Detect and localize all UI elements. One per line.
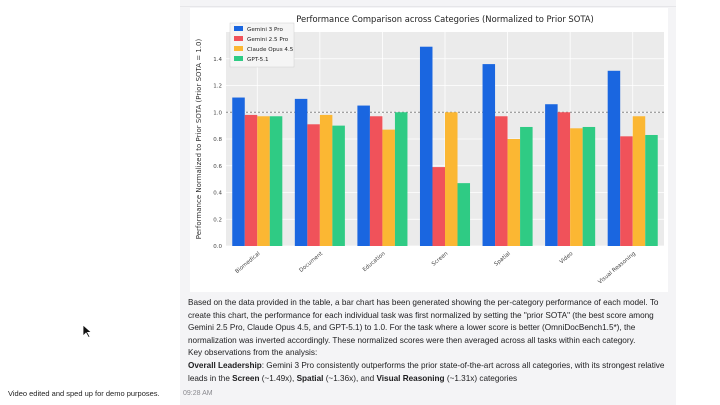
legend-label: GPT-5.1 bbox=[247, 57, 269, 63]
bar bbox=[357, 105, 370, 246]
x-tick-label: Document bbox=[298, 250, 324, 273]
leadership-title: Overall Leadership bbox=[188, 360, 262, 370]
bar bbox=[244, 114, 258, 246]
bar bbox=[632, 116, 646, 246]
y-tick-label: 1.2 bbox=[213, 84, 222, 90]
y-tick-label: 1.0 bbox=[213, 110, 222, 116]
bar bbox=[232, 97, 245, 246]
chart-card: 0.0 0.2 0.4 0.6 0.8 1.0 1.2 1.4 Biomedical Docume… bbox=[190, 8, 668, 292]
x-tick-label: Education bbox=[362, 251, 387, 274]
bar bbox=[620, 136, 633, 246]
bar bbox=[332, 125, 345, 246]
x-tick-label: Video bbox=[559, 251, 575, 266]
leadership-text: : Gemini 3 Pro consistently outperforms … bbox=[188, 360, 665, 383]
y-tick-label: 0.6 bbox=[213, 164, 222, 170]
bar bbox=[269, 116, 283, 246]
bar bbox=[457, 183, 471, 246]
bar bbox=[557, 112, 571, 246]
y-tick-label: 0.4 bbox=[213, 191, 222, 197]
bar bbox=[582, 126, 596, 246]
left-pane: Video edited and sped up for demo purpos… bbox=[0, 0, 180, 405]
right-margin bbox=[676, 0, 720, 405]
screen-label: Screen bbox=[232, 373, 260, 383]
spatial-value: (~1.36x), and bbox=[323, 373, 377, 383]
legend: Gemini 3 Pro Gemini 2.5 Pro Claude Opus 4.… bbox=[229, 22, 295, 68]
bar bbox=[495, 116, 508, 246]
bar bbox=[432, 167, 445, 246]
chat-panel[interactable]: 0.0 0.2 0.4 0.6 0.8 1.0 1.2 1.4 Biomedical Docume… bbox=[180, 0, 676, 405]
bar bbox=[307, 124, 320, 246]
bar bbox=[257, 116, 270, 246]
x-tick-label: Screen bbox=[431, 251, 450, 268]
visual-reasoning-label: Visual Reasoning bbox=[376, 373, 445, 383]
bars bbox=[232, 46, 658, 247]
observations-heading: Key observations from the analysis: bbox=[188, 348, 318, 358]
y-tick-label: 0.0 bbox=[213, 244, 222, 250]
y-axis-label: Performance Normalized to Prior SOTA (Pr… bbox=[195, 39, 203, 240]
bar bbox=[570, 128, 583, 246]
chart-title: Performance Comparison across Categories… bbox=[296, 14, 594, 24]
x-tick-label: Biomedical bbox=[234, 251, 261, 275]
bar bbox=[394, 112, 408, 246]
y-tick-label: 0.8 bbox=[213, 137, 222, 143]
bar bbox=[445, 112, 458, 246]
message-paragraph: Based on the data provided in the table,… bbox=[188, 298, 659, 345]
legend-swatch bbox=[234, 46, 243, 51]
x-tick-label: Spatial bbox=[493, 251, 512, 268]
assistant-message: Based on the data provided in the table,… bbox=[188, 297, 672, 385]
divider bbox=[180, 6, 676, 7]
legend-label: Gemini 2.5 Pro bbox=[247, 37, 289, 43]
demo-note: Video edited and sped up for demo purpos… bbox=[8, 389, 160, 398]
y-tick-label: 1.4 bbox=[213, 57, 222, 63]
legend-swatch bbox=[234, 26, 243, 31]
mouse-cursor-icon bbox=[82, 324, 93, 338]
bar bbox=[382, 129, 395, 246]
bar bbox=[294, 98, 308, 246]
y-tick-label: 0.2 bbox=[213, 217, 222, 223]
bar bbox=[419, 46, 433, 247]
x-tick-label: Visual Reasoning bbox=[597, 251, 637, 286]
screen-value: (~1.49x), bbox=[259, 373, 297, 383]
spatial-label: Spatial bbox=[296, 373, 324, 383]
bar bbox=[545, 104, 558, 246]
message-timestamp: 09:28 AM bbox=[183, 390, 213, 397]
bar bbox=[507, 139, 521, 246]
legend-label: Gemini 3 Pro bbox=[247, 27, 283, 33]
legend-swatch bbox=[234, 36, 243, 41]
bar bbox=[645, 134, 658, 246]
bar bbox=[369, 116, 383, 246]
legend-label: Claude Opus 4.5 bbox=[247, 47, 294, 53]
legend-swatch bbox=[234, 56, 243, 61]
bar bbox=[607, 70, 621, 246]
bar bbox=[520, 126, 533, 246]
bar bbox=[319, 114, 333, 246]
bar-chart: 0.0 0.2 0.4 0.6 0.8 1.0 1.2 1.4 Biomedical Docume… bbox=[195, 14, 664, 286]
visual-reasoning-value: (~1.31x) categories bbox=[444, 373, 518, 383]
bar bbox=[482, 64, 496, 246]
observation-overall-leadership: Overall Leadership: Gemini 3 Pro consist… bbox=[188, 360, 672, 385]
